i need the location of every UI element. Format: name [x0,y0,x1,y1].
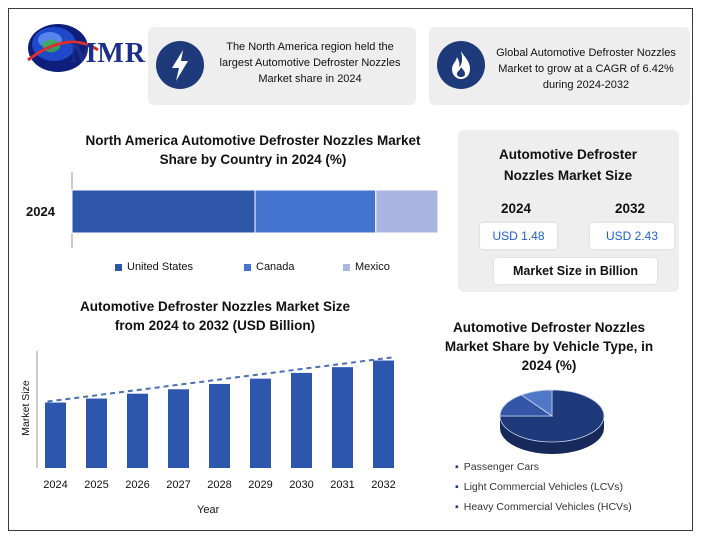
bullet-dot-icon: ▪ [455,501,459,513]
x-tick-label: 2032 [371,479,395,491]
stacked-bar-mexico [375,189,439,234]
legend-label-united-states: United States [127,261,194,273]
stacked-bar-united-states [71,189,256,234]
x-tick-label: 2026 [125,479,149,491]
legend-swatch-united-states [115,263,122,271]
infographic-frame [8,8,693,531]
x-tick-label: 2027 [166,479,190,491]
legend-label-mexico: Mexico [355,261,390,273]
market-size-chart-title: Automotive Defroster Nozzles Market Size… [79,299,351,333]
pie-legend-label-passenger-cars: Passenger Cars [463,461,540,473]
pie-legend-label-lcvs: Light Commercial Vehicles (LCVs) [463,481,624,493]
pie-slice-1 [499,394,554,417]
country-share-stacked-bar-chart: 2024 [26,172,439,248]
pie-legend-label-hcvs: Heavy Commercial Vehicles (HCVs) [463,501,632,513]
market-size-bar-chart: 2024 2025 2026 2027 2028 2029 2030 2031 2032 [36,351,396,491]
north-america-share-text: The North America region held the larges… [219,41,401,85]
market-size-year-end: 2032 [614,201,646,216]
bar-2031 [332,367,353,468]
market-size-value-end: USD 2.43 [590,223,674,249]
bullet-dot-icon: ▪ [455,461,459,473]
trend-line [47,356,392,403]
country-share-chart-title: North America Automotive Defroster Nozzl… [85,133,421,167]
bar-2027 [168,389,189,468]
bar-2024 [45,402,66,468]
market-size-panel-title: Automotive Defroster Nozzles Market Size [498,147,638,183]
x-tick-label: 2031 [330,479,354,491]
legend-swatch-mexico [343,263,350,271]
market-size-value-start: USD 1.48 [480,223,557,249]
legend-item-mexico: Mexico [343,261,390,273]
market-size-footer: Market Size in Billion [494,258,657,284]
x-tick-label: 2025 [84,479,108,491]
bar-2030 [291,372,312,468]
x-tick-label: 2030 [289,479,313,491]
y-axis-label: Market Size [20,380,32,436]
legend-swatch-canada [244,263,251,271]
mmr-logo-globe-icon [27,24,99,72]
bar-2026 [127,393,148,468]
header-card-north-america: The North America region held the larges… [148,27,416,105]
pie-slice-0 [499,389,605,443]
brand-logo-text: MMR [70,38,147,69]
vehicle-type-pie-chart [499,389,605,454]
legend-item-united-states: United States [115,261,193,273]
stacked-bar-canada [254,189,377,234]
x-tick-label: 2024 [43,479,67,491]
x-tick-label: 2028 [207,479,231,491]
flame-icon [437,41,485,89]
bullet-dot-icon: ▪ [455,481,459,493]
bar-2032 [373,360,394,468]
lightning-icon [156,41,204,89]
pie-legend-passenger-cars: ▪ Passenger Cars [455,461,539,473]
pie-legend-lcvs: ▪ Light Commercial Vehicles (LCVs) [455,481,623,493]
market-size-year-start: 2024 [500,201,532,216]
bar-2029 [250,378,271,468]
x-axis-label: Year [197,504,220,516]
x-tick-label: 2029 [248,479,272,491]
legend-item-canada: Canada [244,261,295,273]
cagr-text: Global Automotive Defroster Nozzles Mark… [496,47,676,91]
vehicle-type-chart-title: Automotive Defroster Nozzles Market Shar… [444,320,654,373]
bar-2025 [86,398,107,468]
header-card-cagr: Global Automotive Defroster Nozzles Mark… [429,27,690,105]
pie-legend-hcvs: ▪ Heavy Commercial Vehicles (HCVs) [455,501,632,513]
category-label: 2024 [26,204,56,219]
bar-2028 [209,383,230,468]
pie-slice-2 [520,389,553,417]
legend-label-canada: Canada [256,261,295,273]
market-size-panel: Automotive Defroster Nozzles Market Size… [458,130,679,292]
